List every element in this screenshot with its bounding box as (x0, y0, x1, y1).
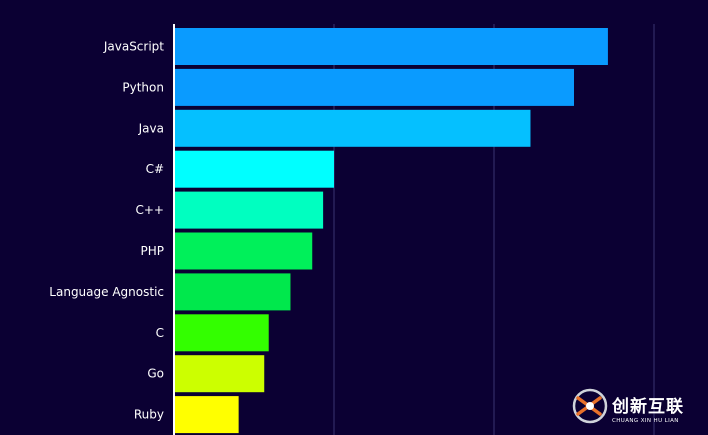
bar-java (174, 109, 531, 147)
category-labels: JavaScript Python Java C# C++ PHP Language Agn… (49, 40, 164, 422)
bar-python (174, 68, 574, 106)
bar-go (174, 355, 265, 393)
category-label: PHP (141, 244, 165, 258)
bar-c- (174, 150, 334, 188)
bar-c (174, 314, 269, 352)
bars (174, 28, 608, 434)
bar-javascript (174, 28, 608, 65)
bar-c- (174, 191, 324, 229)
category-label: Ruby (134, 408, 164, 422)
category-label: Java (138, 121, 164, 135)
bar-php (174, 232, 313, 270)
category-label: Go (147, 367, 164, 381)
category-label: JavaScript (103, 40, 164, 54)
bar-ruby (174, 396, 239, 434)
bar-language-agnostic (174, 273, 291, 311)
watermark-text: 创新互联 (611, 396, 684, 417)
watermark-subtext: CHUANG XIN HU LIAN (612, 418, 679, 424)
watermark-logo-icon (572, 388, 608, 424)
category-label: C (156, 326, 164, 340)
category-label: Python (122, 80, 164, 94)
category-label: C# (146, 162, 164, 176)
watermark: 创新互联 CHUANG XIN HU LIAN (572, 388, 684, 424)
category-label: Language Agnostic (49, 285, 164, 299)
category-label: C++ (136, 203, 165, 217)
